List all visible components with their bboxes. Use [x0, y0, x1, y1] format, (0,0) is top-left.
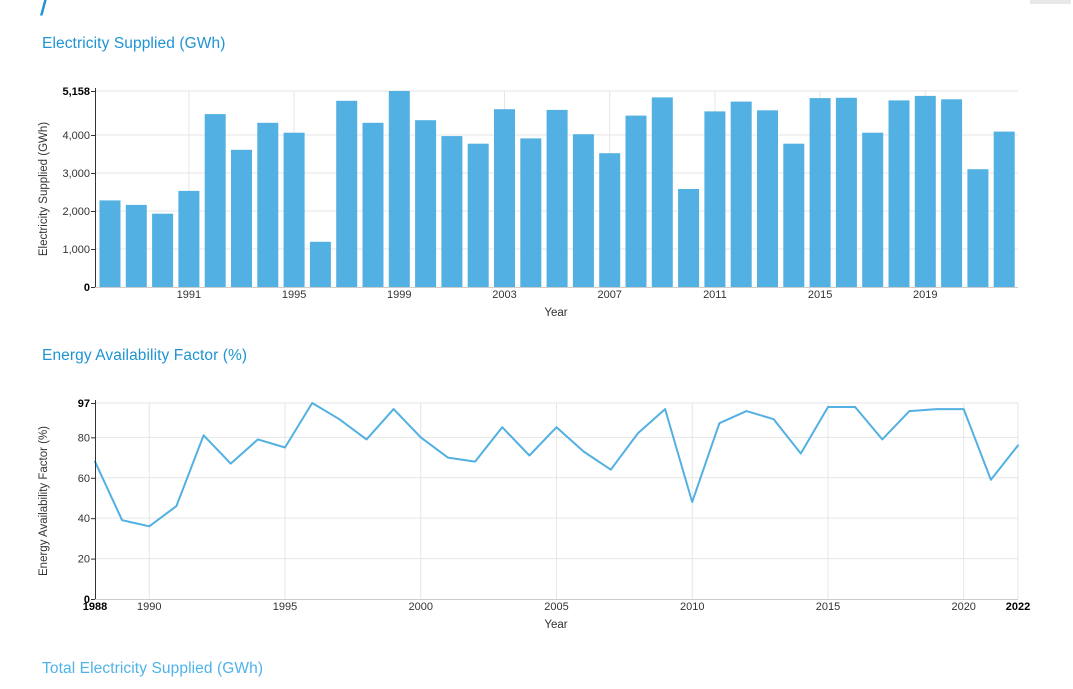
bar-1999[interactable]	[388, 91, 410, 287]
y-tick-label: 5,158	[62, 86, 90, 98]
bar-2009[interactable]	[651, 97, 673, 288]
bar-2014[interactable]	[783, 143, 805, 287]
x-tick-label: 2011	[703, 289, 727, 301]
bar-2001[interactable]	[441, 136, 463, 287]
bar-2000[interactable]	[415, 120, 437, 287]
bar-1992[interactable]	[204, 114, 226, 287]
bar-2003[interactable]	[494, 109, 515, 287]
horizontal-gridlines	[95, 402, 1018, 560]
bar-1993[interactable]	[231, 149, 252, 287]
section-title-total-electricity-supplied: Total Electricity Supplied (GWh)	[42, 660, 264, 677]
x-tick-label: 2000	[409, 601, 433, 613]
bar-1997[interactable]	[336, 100, 358, 287]
x-tick-label: 1995	[282, 289, 306, 301]
line-series[interactable]	[94, 402, 1019, 528]
x-tick-label: 2003	[492, 289, 516, 301]
bar-1989[interactable]	[125, 204, 147, 287]
bar-1996[interactable]	[309, 241, 331, 287]
bar-2022[interactable]	[993, 131, 1015, 287]
x-tick-label: 2015	[816, 601, 840, 613]
y-tick-label: 1,000	[62, 244, 90, 256]
y-tick-label: 20	[78, 554, 90, 566]
bar-2016[interactable]	[835, 97, 857, 287]
x-tick-label: 2020	[951, 601, 975, 613]
y-tick-label: 0	[84, 282, 90, 294]
section-title-electricity-supplied: Electricity Supplied (GWh)	[42, 35, 226, 52]
bar-2019[interactable]	[914, 95, 936, 288]
bar-1991[interactable]	[178, 190, 200, 287]
bar-2007[interactable]	[599, 153, 621, 287]
y-tick-label: 80	[78, 432, 90, 444]
x-tick-label: 2010	[680, 601, 704, 613]
bar-2013[interactable]	[757, 110, 778, 287]
y-axis-title: Electricity Supplied (GWh)	[38, 122, 50, 256]
x-axis-title: Year	[544, 307, 567, 319]
x-tick-label: 2022	[1006, 601, 1030, 613]
bar-2020[interactable]	[941, 99, 963, 287]
bar-1994[interactable]	[257, 122, 279, 287]
bar-series	[99, 91, 1015, 288]
y-tick-label: 40	[78, 513, 90, 525]
bar-1995[interactable]	[283, 132, 305, 287]
bar-1988[interactable]	[99, 200, 121, 287]
section-title-energy-availability: Energy Availability Factor (%)	[42, 347, 248, 364]
y-tick-label: 97	[78, 398, 90, 410]
bar-2005[interactable]	[546, 109, 568, 288]
bar-2002[interactable]	[467, 143, 489, 287]
energy-availability-line-chart[interactable]: 0 20 40 60 80 97 1988 1990 1995 2000 2005 2010 2015 2…	[0, 392, 1040, 640]
bar-2012[interactable]	[730, 101, 752, 287]
electricity-supplied-bar-chart[interactable]: 0 1,000 2,000 3,000 4,000 5,158 1991 1995 1999 20…	[0, 80, 1040, 325]
x-tick-label: 1990	[137, 601, 161, 613]
bar-1998[interactable]	[362, 122, 384, 287]
y-tick-label: 4,000	[62, 130, 90, 142]
x-tick-label: 2019	[913, 289, 937, 301]
y-axis-title: Energy Availability Factor (%)	[38, 426, 50, 576]
bar-2015[interactable]	[809, 98, 831, 287]
vertical-gridlines	[148, 403, 1019, 599]
y-tick-label: 2,000	[62, 206, 90, 218]
x-tick-label: 2007	[597, 289, 621, 301]
x-axis-title: Year	[544, 619, 567, 631]
bar-2004[interactable]	[520, 138, 542, 287]
breadcrumb-slash: /	[40, 0, 49, 22]
bar-2010[interactable]	[678, 189, 700, 287]
x-tick-label: 2005	[544, 601, 568, 613]
y-tick-label: 3,000	[62, 168, 90, 180]
x-tick-label: 1991	[177, 289, 201, 301]
x-tick-label: 2015	[808, 289, 832, 301]
x-tick-label: 1988	[83, 601, 107, 613]
bar-2008[interactable]	[625, 115, 647, 287]
y-tick-label: 60	[78, 473, 90, 485]
y-tick-label: 0	[84, 594, 90, 606]
bar-2006[interactable]	[572, 134, 594, 287]
x-tick-label: 1999	[387, 289, 411, 301]
scrollbar-remnant[interactable]	[1030, 0, 1071, 4]
x-tick-label: 1995	[273, 601, 297, 613]
bar-2011[interactable]	[704, 111, 726, 288]
bar-2021[interactable]	[967, 169, 989, 287]
bar-2017[interactable]	[862, 132, 884, 287]
bar-1990[interactable]	[152, 213, 174, 287]
bar-2018[interactable]	[888, 100, 910, 288]
